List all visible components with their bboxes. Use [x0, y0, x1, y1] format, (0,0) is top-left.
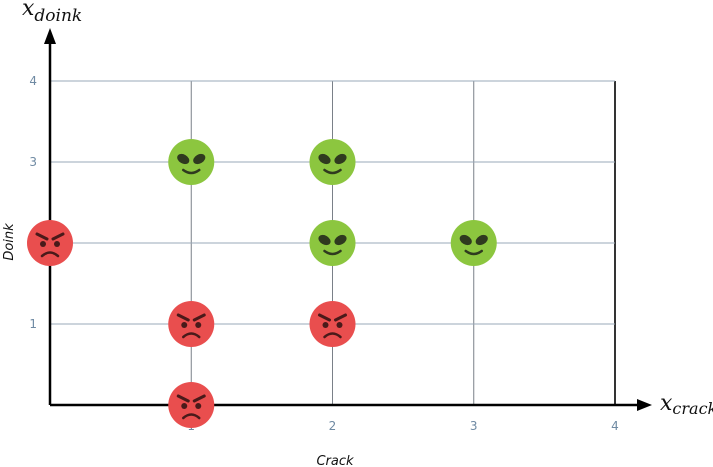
- angry-right-eye: [54, 241, 60, 247]
- angry-left-eye: [181, 322, 188, 328]
- angry-face-body: [27, 220, 73, 266]
- angry-frown: [182, 332, 201, 339]
- green-alien-point: [309, 220, 356, 266]
- x-axis-label: Crack: [316, 454, 354, 467]
- alien-smile: [182, 168, 201, 175]
- alien-smile: [323, 168, 342, 175]
- angry-right-brow: [334, 313, 347, 322]
- angry-right-brow: [192, 394, 206, 403]
- y-axis-symbol: x: [22, 0, 35, 21]
- angry-left-brow: [176, 394, 190, 403]
- alien-right-eye: [475, 234, 488, 246]
- data-points: [27, 139, 497, 428]
- y-tick-label: 3: [29, 155, 37, 169]
- x-tick-label: 2: [329, 419, 337, 433]
- x-tick-label: 4: [611, 419, 619, 433]
- angry-left-eye: [181, 403, 188, 409]
- y-tick-label: 1: [29, 317, 37, 331]
- alien-right-eye: [334, 153, 347, 165]
- axes: [44, 28, 652, 411]
- angry-frown: [182, 413, 201, 420]
- angry-left-eye: [40, 241, 46, 247]
- angry-frown: [323, 332, 342, 339]
- angry-right-eye: [336, 322, 343, 328]
- angry-left-brow: [176, 313, 190, 322]
- y-axis-arrow: [44, 28, 56, 44]
- angry-right-brow: [51, 232, 65, 241]
- alien-smile: [323, 249, 342, 256]
- red-angry-point: [168, 301, 215, 347]
- y-axis-label: Doink: [2, 223, 17, 261]
- x-axis-symbol: x: [660, 391, 673, 416]
- x-axis-subscript: crack: [672, 399, 713, 418]
- angry-face-body: [309, 301, 356, 347]
- angry-right-brow: [192, 313, 206, 322]
- alien-face-body: [309, 220, 356, 266]
- alien-face-body: [450, 220, 497, 266]
- x-tick-label: 3: [470, 419, 478, 433]
- alien-face-body: [309, 139, 356, 185]
- y-tick-label: 4: [29, 74, 37, 88]
- alien-smile: [464, 249, 483, 256]
- alien-left-eye: [459, 234, 472, 246]
- alien-left-eye: [177, 153, 190, 165]
- angry-right-eye: [195, 322, 202, 328]
- angry-right-eye: [195, 403, 202, 409]
- angry-frown: [40, 251, 60, 258]
- x-axis-title: xcrack: [660, 391, 713, 418]
- angry-left-brow: [35, 232, 49, 241]
- angry-face-body: [168, 301, 215, 347]
- green-alien-point: [309, 139, 356, 185]
- alien-right-eye: [334, 234, 347, 246]
- angry-face-body: [168, 382, 215, 428]
- angry-left-eye: [322, 322, 329, 328]
- red-angry-point: [309, 301, 356, 347]
- red-angry-point: [168, 382, 215, 428]
- y-axis-title: xdoink: [22, 0, 82, 26]
- alien-right-eye: [193, 153, 206, 165]
- angry-left-brow: [318, 313, 331, 322]
- alien-left-eye: [318, 153, 331, 165]
- alien-face-body: [168, 139, 215, 185]
- y-axis-subscript: doink: [34, 6, 82, 26]
- x-axis-arrow: [637, 399, 652, 411]
- red-angry-point: [27, 220, 73, 266]
- green-alien-point: [450, 220, 497, 266]
- green-alien-point: [168, 139, 215, 185]
- alien-left-eye: [318, 234, 331, 246]
